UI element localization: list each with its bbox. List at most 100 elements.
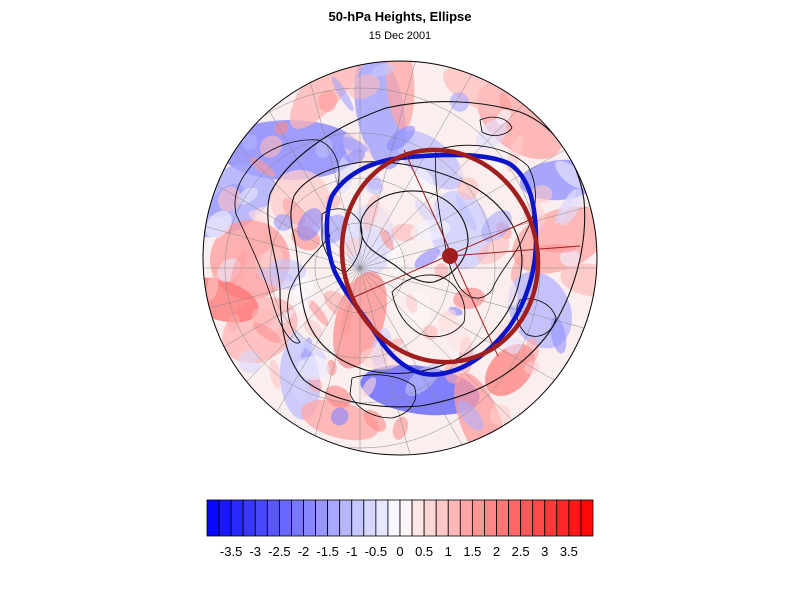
colorbar-box [447, 499, 461, 537]
anomaly-speck [455, 195, 477, 232]
anomaly-speck [296, 208, 323, 241]
colorbar-box [484, 499, 497, 537]
anomaly-speck [555, 160, 586, 189]
anomaly-speck [315, 138, 333, 159]
meridian-line [203, 267, 361, 419]
coastline-africa [349, 374, 417, 419]
colorbar-box [218, 499, 232, 537]
anomaly-speck [497, 272, 518, 307]
anomaly-speck [539, 244, 576, 253]
colorbar-tick-label: 0.5 [415, 544, 433, 559]
black-contours [267, 101, 586, 408]
colorbar-box [278, 499, 292, 537]
anomaly-speck [206, 273, 219, 301]
ellipse-center-marker [442, 248, 458, 264]
colorbar-box [411, 499, 425, 537]
meridian-line [209, 267, 361, 455]
colorbar-labels: -3.5 -3 -2.5 -2 -1.5 -1 -0.5 0 0.5 1 1.5 2 2.5 3 3.5 [220, 544, 578, 559]
colorbar-boxes [206, 499, 594, 537]
anomaly-speck [295, 335, 327, 360]
anomaly-speck [308, 376, 323, 393]
anomaly-speck [230, 249, 248, 284]
anomaly-speck [361, 377, 377, 399]
anomaly-speck [531, 185, 553, 204]
colorbar-box [266, 499, 280, 537]
anomaly-speck [456, 157, 474, 178]
colorbar-tick-label: -3 [249, 544, 261, 559]
anomaly-speck [205, 210, 232, 239]
colorbar-box [471, 499, 485, 537]
coastline-europe [391, 274, 466, 338]
colorbar-box [496, 499, 509, 537]
anomaly-speck [386, 125, 416, 151]
colorbar-box [435, 499, 449, 537]
anomaly-speck [405, 363, 441, 396]
meridian-line [203, 61, 361, 269]
contour-middle [290, 161, 523, 375]
anomaly-speck [457, 177, 480, 200]
colorbar-box [532, 499, 546, 537]
coastline-asia [435, 144, 536, 299]
fitted-ellipse [339, 147, 541, 365]
colorbar-tick-label: 0 [396, 544, 403, 559]
anomaly-speck [453, 287, 485, 310]
colorbar-box [375, 499, 389, 537]
anomaly-speck [391, 223, 419, 242]
colorbar-box [580, 499, 594, 537]
colorbar-box [363, 499, 377, 537]
anomaly-speck [330, 407, 349, 426]
colorbar-box [327, 499, 341, 537]
colorbar-box [254, 499, 268, 537]
anomaly-patch [429, 190, 491, 270]
colorbar-box [459, 499, 473, 537]
colorbar-box [230, 499, 244, 537]
anomaly-speck [228, 314, 240, 332]
anomaly-speck [363, 409, 387, 432]
anomaly-speck [255, 350, 276, 364]
coastline-north-america [234, 139, 340, 344]
colorbar-box [351, 499, 365, 537]
anomaly-speck [440, 315, 473, 354]
anomaly-patch [203, 277, 259, 323]
anomaly-speck [269, 359, 281, 389]
anomaly-speck [331, 76, 354, 112]
anomaly-field [203, 61, 597, 455]
contour-outer [267, 101, 586, 408]
colorbar-box [291, 499, 304, 537]
colorbar-tick-label: 2 [493, 544, 500, 559]
meridian-line [359, 267, 597, 346]
anomaly-speck [444, 126, 465, 146]
ellipse-ray [449, 245, 581, 257]
colorbar-box [303, 499, 316, 537]
meridian-line [203, 267, 361, 346]
colorbar-tick-label: 2.5 [512, 544, 530, 559]
colorbar-tick-label: -3.5 [220, 544, 242, 559]
meridian-line [359, 267, 438, 455]
colorbar-box [520, 499, 534, 537]
anomaly-speck [274, 121, 289, 135]
anomaly-speck [550, 316, 567, 354]
anomaly-speck [259, 135, 283, 158]
coastline-pacific-islands [479, 116, 513, 136]
anomaly-speck [307, 299, 329, 326]
chart-subtitle: 15 Dec 2001 [368, 30, 432, 42]
meridian-line [282, 267, 361, 455]
meridian-line [209, 61, 361, 269]
meridian-line [359, 61, 438, 269]
meridian-line [203, 190, 361, 269]
contour-inner [360, 190, 469, 283]
colorbar-box [387, 499, 401, 537]
meridian-line [203, 117, 361, 269]
anomaly-speck [379, 228, 394, 251]
colorbar-tick-label: -2.5 [268, 544, 290, 559]
colorbar-box [206, 499, 220, 537]
anomaly-speck [282, 197, 306, 227]
anomaly-speck [371, 63, 395, 78]
anomaly-speck [434, 263, 449, 279]
colorbar-box [339, 499, 353, 537]
anomaly-patch [385, 61, 415, 130]
anomaly-patch [485, 343, 535, 397]
anomaly-speck [410, 219, 451, 242]
colorbar-box [399, 499, 413, 537]
